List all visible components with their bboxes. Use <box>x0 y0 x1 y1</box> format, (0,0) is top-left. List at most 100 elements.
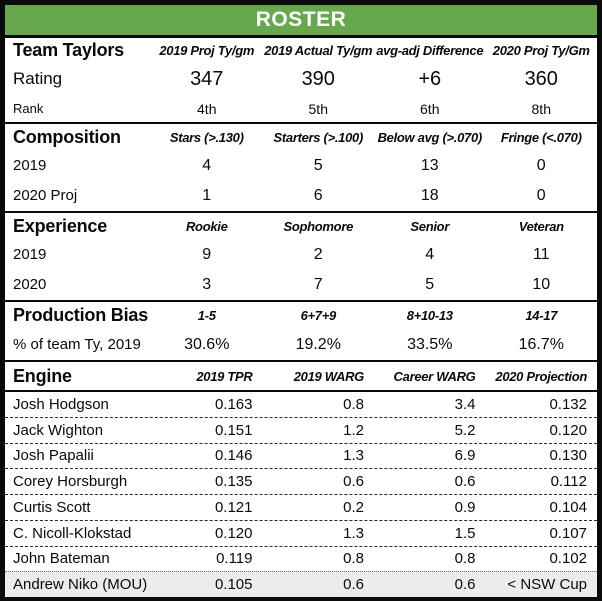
cell-value: 0.6 <box>454 473 476 491</box>
column-header: 1-5 <box>197 308 216 323</box>
column-header: Stars (>.130) <box>169 130 244 145</box>
player-name: John Bateman <box>13 550 110 568</box>
cell-value: 7 <box>313 275 323 293</box>
cell-value: 10 <box>532 275 551 293</box>
row-label: % of team Ty, 2019 <box>13 336 141 353</box>
cell-value: 9 <box>202 245 212 263</box>
column-header: Below avg (>.070) <box>377 130 483 145</box>
engine-header-row: Engine 2019 TPR 2019 WARG Career WARG 20… <box>5 362 597 392</box>
table-row-player: Corey Horsburgh 0.135 0.6 0.6 0.112 <box>5 468 597 494</box>
experience-header-row: Experience Rookie Sophomore Senior Veter… <box>5 213 597 240</box>
column-header: Sophomore <box>283 219 354 234</box>
column-header: 8+10-13 <box>406 308 453 323</box>
cell-value: 30.6% <box>184 335 230 353</box>
column-header: Career WARG <box>393 368 476 384</box>
column-header: 2020 Projection <box>495 368 587 384</box>
column-header: Veteran <box>518 219 564 234</box>
cell-value: 13 <box>420 156 439 174</box>
table-row-rank: Rank 4th 5th 6th 8th <box>5 95 597 122</box>
table-row-2020-proj: 2020 Proj 1 6 18 0 <box>5 180 597 211</box>
cell-value: 0.102 <box>549 550 587 568</box>
column-header: Senior <box>410 219 450 234</box>
table-row-pct-team-ty: % of team Ty, 2019 30.6% 19.2% 33.5% 16.… <box>5 329 597 360</box>
cell-value: 390 <box>301 67 335 90</box>
cell-value: < NSW Cup <box>507 576 587 594</box>
row-label: 2020 Proj <box>13 187 78 204</box>
cell-value: 16.7% <box>518 335 564 353</box>
cell-value: 347 <box>190 67 224 90</box>
cell-value: 5th <box>308 100 328 117</box>
cell-value: 0.9 <box>454 498 476 516</box>
page-title: ROSTER <box>255 8 347 31</box>
cell-value: 2 <box>313 245 323 263</box>
cell-value: 360 <box>524 67 558 90</box>
column-header: 2019 Actual Ty/gm <box>264 43 373 58</box>
row-label: 2019 <box>13 246 47 263</box>
cell-value: 0.112 <box>550 473 587 491</box>
player-name: C. Nicoll-Klokstad <box>13 524 132 542</box>
section-composition: Composition Stars (>.130) Starters (>.10… <box>5 124 597 213</box>
section-engine: Engine 2019 TPR 2019 WARG Career WARG 20… <box>5 362 597 597</box>
cell-value: 0.2 <box>343 498 364 516</box>
team-taylors-header-row: Team Taylors 2019 Proj Ty/gm 2019 Actual… <box>5 38 597 63</box>
table-row-rating: Rating 347 390 +6 360 <box>5 63 597 95</box>
table-row-player: Josh Papalii 0.146 1.3 6.9 0.130 <box>5 442 597 469</box>
table-row-player-highlighted: Andrew Niko (MOU) 0.105 0.6 0.6 < NSW Cu… <box>5 571 597 597</box>
cell-value: 0.151 <box>214 421 253 439</box>
cell-value: 0.6 <box>454 576 476 594</box>
player-name: Andrew Niko (MOU) <box>13 576 148 594</box>
column-header: 14-17 <box>525 308 558 323</box>
cell-value: 4 <box>202 156 212 174</box>
cell-value: 6.9 <box>454 447 476 465</box>
cell-value: 11 <box>532 245 550 263</box>
cell-value: 0.135 <box>214 473 253 491</box>
cell-value: 0.6 <box>343 473 364 491</box>
cell-value: 0.119 <box>216 550 253 568</box>
cell-value: 5 <box>425 275 435 293</box>
cell-value: 0.132 <box>549 395 587 413</box>
cell-value: 8th <box>531 100 551 117</box>
cell-value: 0.6 <box>343 576 364 594</box>
cell-value: 0.120 <box>214 524 253 542</box>
player-name: Josh Papalii <box>13 447 94 465</box>
composition-header-row: Composition Stars (>.130) Starters (>.10… <box>5 124 597 151</box>
column-header: 2019 Proj Ty/gm <box>159 43 255 58</box>
cell-value: 6 <box>313 186 323 204</box>
section-title-composition: Composition <box>13 127 121 147</box>
cell-value: 4th <box>197 100 217 117</box>
section-title-experience: Experience <box>13 216 108 236</box>
table-row-player: Josh Hodgson 0.163 0.8 3.4 0.132 <box>5 392 597 417</box>
cell-value: 0.8 <box>454 550 476 568</box>
cell-value: 0.8 <box>343 550 364 568</box>
cell-value: 0.130 <box>549 447 587 465</box>
cell-value: 1.5 <box>454 524 476 542</box>
cell-value: +6 <box>418 67 442 90</box>
column-header: 2020 Proj Ty/Gm <box>492 43 590 58</box>
table-row-player: C. Nicoll-Klokstad 0.120 1.3 1.5 0.107 <box>5 519 597 546</box>
section-title-production-bias: Production Bias <box>13 305 149 325</box>
cell-value: 0.104 <box>549 498 587 516</box>
cell-value: 5 <box>313 156 323 174</box>
cell-value: 0 <box>536 186 546 204</box>
cell-value: 0.105 <box>214 576 253 594</box>
engine-player-rows: Josh Hodgson 0.163 0.8 3.4 0.132 Jack Wi… <box>5 392 597 597</box>
row-label: 2019 <box>13 157 47 174</box>
cell-value: 4 <box>425 245 435 263</box>
table-row-2019: 2019 4 5 13 0 <box>5 151 597 180</box>
section-experience: Experience Rookie Sophomore Senior Veter… <box>5 213 597 302</box>
cell-value: 1.2 <box>343 421 364 439</box>
row-label: Rank <box>13 101 44 116</box>
column-header: Fringe (<.070) <box>500 130 582 145</box>
column-header: 2019 TPR <box>196 368 253 384</box>
cell-value: 5.2 <box>454 421 476 439</box>
cell-value: 0.163 <box>214 395 253 413</box>
player-name: Curtis Scott <box>13 498 91 516</box>
table-row-2019: 2019 9 2 4 11 <box>5 240 597 269</box>
column-header: 6+7+9 <box>300 308 337 323</box>
cell-value: 0.120 <box>549 421 587 439</box>
cell-value: 0.8 <box>343 395 364 413</box>
table-row-player: Curtis Scott 0.121 0.2 0.9 0.104 <box>5 494 597 520</box>
roster-title-bar: ROSTER <box>5 5 597 38</box>
cell-value: 0 <box>536 156 546 174</box>
